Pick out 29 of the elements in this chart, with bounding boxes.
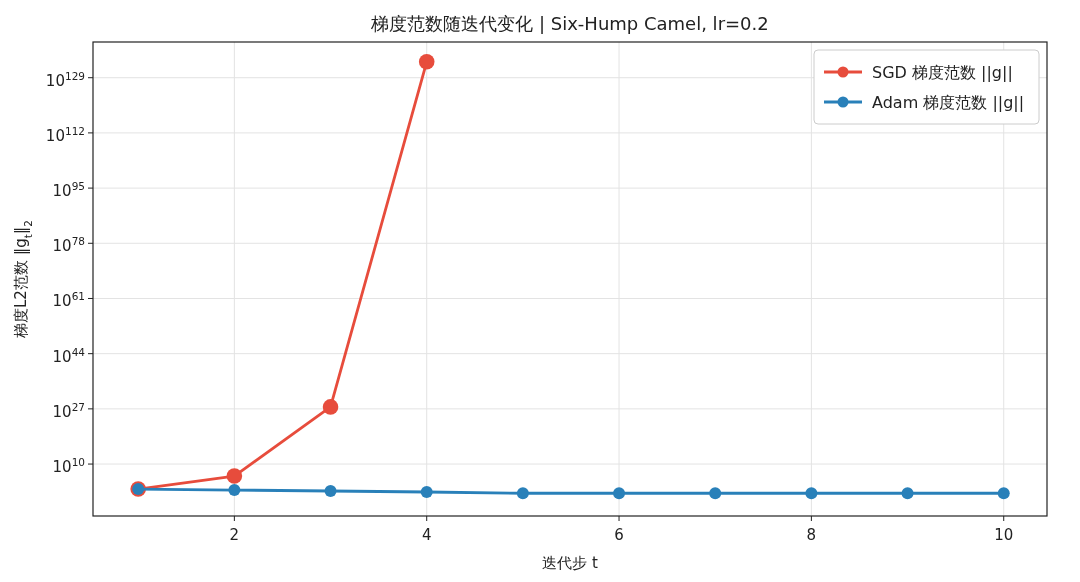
x-tick-label: 4 bbox=[421, 526, 432, 544]
point bbox=[901, 487, 914, 500]
point bbox=[322, 399, 339, 415]
y-tick-label: 10$^{27}$ bbox=[52, 400, 85, 421]
point bbox=[805, 487, 818, 500]
x-tick-label: 10 bbox=[994, 526, 1014, 544]
y-tick-label: 10$^{95}$ bbox=[52, 180, 85, 201]
x-axis-title: 迭代步 t bbox=[542, 554, 598, 572]
chart-title: 梯度范数随迭代变化 | Six-Hump Camel, lr=0.2 bbox=[370, 13, 769, 34]
point bbox=[709, 487, 722, 500]
point bbox=[997, 487, 1010, 500]
point bbox=[228, 484, 241, 497]
y-tick-label: 10$^{61}$ bbox=[52, 290, 85, 311]
point bbox=[324, 485, 337, 498]
y-tick-label: 10$^{129}$ bbox=[45, 69, 85, 90]
x-tick-label: 2 bbox=[229, 526, 240, 544]
y-tick-label: 10$^{10}$ bbox=[52, 456, 85, 477]
point bbox=[418, 53, 435, 70]
legend-label: SGD 梯度范数 ||g|| bbox=[872, 63, 1013, 82]
point bbox=[226, 468, 243, 484]
point bbox=[420, 485, 433, 498]
x-tick-label: 6 bbox=[614, 526, 624, 544]
x-tick-label: 8 bbox=[806, 526, 817, 544]
y-tick-label: 10$^{78}$ bbox=[52, 235, 85, 256]
point bbox=[613, 487, 626, 500]
y-tick-label: 10$^{44}$ bbox=[52, 345, 86, 366]
y-tick-label: 10$^{112}$ bbox=[45, 124, 85, 145]
legend-label: Adam 梯度范数 ||g|| bbox=[872, 93, 1025, 112]
point bbox=[516, 487, 529, 500]
